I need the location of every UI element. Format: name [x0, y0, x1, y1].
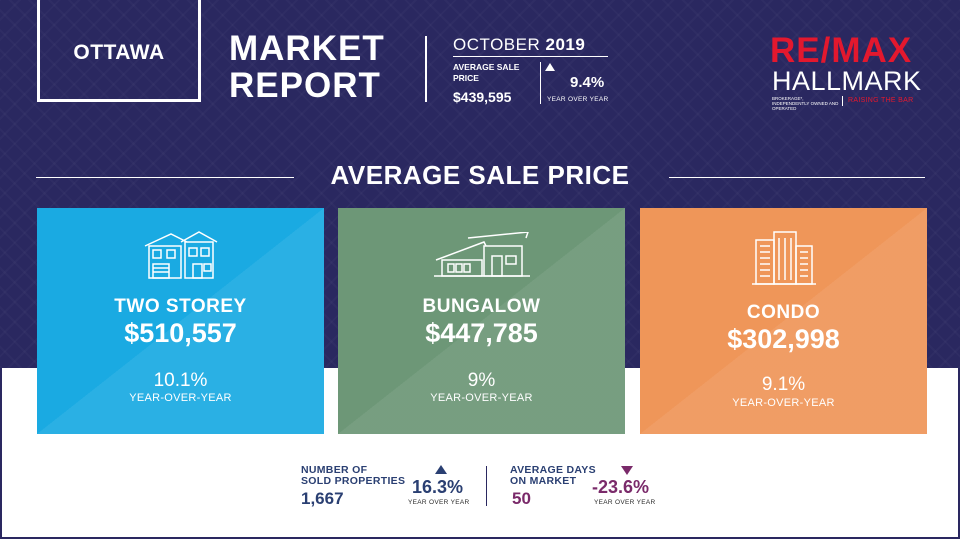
logo-divider [842, 96, 843, 106]
sold-label-line2: SOLD PROPERTIES [301, 475, 406, 487]
sold-properties-change: 16.3% [412, 477, 464, 497]
sold-properties-value: 1,667 [301, 489, 344, 508]
avg-sale-label: AVERAGE SALE PRICE [453, 62, 519, 84]
report-title-line1: MARKET [229, 29, 385, 68]
section-rule-right [669, 177, 925, 178]
card-type: BUNGALOW [422, 296, 541, 317]
date-underline [453, 56, 608, 57]
avg-sale-change-label: YEAR OVER YEAR [547, 96, 609, 103]
up-arrow-icon [435, 465, 447, 474]
avg-sale-label-line2: PRICE [453, 73, 479, 83]
sold-properties-label: NUMBER OF SOLD PROPERTIES [301, 465, 405, 487]
bungalow-icon [433, 232, 530, 277]
report-date: OCTOBER 2019 [453, 35, 585, 55]
card-price: $447,785 [425, 318, 538, 348]
section-rule-left [36, 177, 294, 178]
brokerage-name: HALLMARK [772, 66, 922, 96]
report-title-line2: REPORT [229, 66, 381, 105]
days-on-market-value: 50 [512, 489, 531, 508]
header-divider [425, 36, 427, 102]
avg-sale-value: $439,595 [453, 89, 512, 105]
card-condo: CONDO $302,998 9.1% YEAR-OVER-YEAR [640, 208, 927, 434]
card-yoy-label: YEAR-OVER-YEAR [129, 392, 232, 404]
days-label-line1: AVERAGE DAYS [510, 464, 596, 476]
card-change: 10.1% [153, 370, 208, 391]
card-type: TWO STOREY [114, 296, 247, 317]
city-box: OTTAWA [37, 0, 201, 102]
city-name: OTTAWA [73, 40, 165, 64]
avg-sale-label-line1: AVERAGE SALE [453, 62, 520, 72]
down-arrow-icon [621, 466, 633, 475]
report-year: 2019 [545, 35, 586, 54]
card-yoy-label: YEAR-OVER-YEAR [430, 392, 533, 404]
avg-sale-change: 9.4% [570, 74, 605, 91]
up-arrow-icon [545, 63, 555, 71]
card-yoy-label: YEAR-OVER-YEAR [732, 397, 835, 409]
report-month: OCTOBER [453, 35, 541, 54]
avg-sale-divider [540, 62, 541, 104]
card-two-storey: TWO STOREY $510,557 10.1% YEAR-OVER-YEAR [37, 208, 324, 434]
days-on-market-label: AVERAGE DAYS ON MARKET [510, 465, 596, 487]
card-price: $510,557 [124, 318, 237, 348]
section-title: AVERAGE SALE PRICE [330, 160, 630, 190]
card-change: 9.1% [761, 374, 806, 395]
report-title: MARKET REPORT [229, 30, 385, 104]
card-change: 9% [467, 370, 496, 391]
days-on-market-yoy: YEAR OVER YEAR [594, 499, 656, 506]
days-on-market-change: -23.6% [592, 477, 650, 497]
remax-logo-icon: RE/MAX [770, 31, 913, 70]
card-type: CONDO [746, 302, 821, 323]
logo-tagline: RAISING THE BAR [848, 97, 914, 104]
sold-label-line1: NUMBER OF [301, 464, 368, 476]
two-storey-house-icon [144, 231, 217, 279]
days-label-line2: ON MARKET [510, 475, 577, 487]
card-bungalow: BUNGALOW $447,785 9% YEAR-OVER-YEAR [338, 208, 625, 434]
stats-divider [486, 466, 487, 506]
sold-properties-yoy: YEAR OVER YEAR [408, 499, 470, 506]
condo-building-icon [751, 231, 816, 285]
logo-fineprint: BROKERAGE*, INDEPENDENTLY OWNED AND OPER… [772, 96, 839, 111]
card-price: $302,998 [727, 324, 840, 354]
